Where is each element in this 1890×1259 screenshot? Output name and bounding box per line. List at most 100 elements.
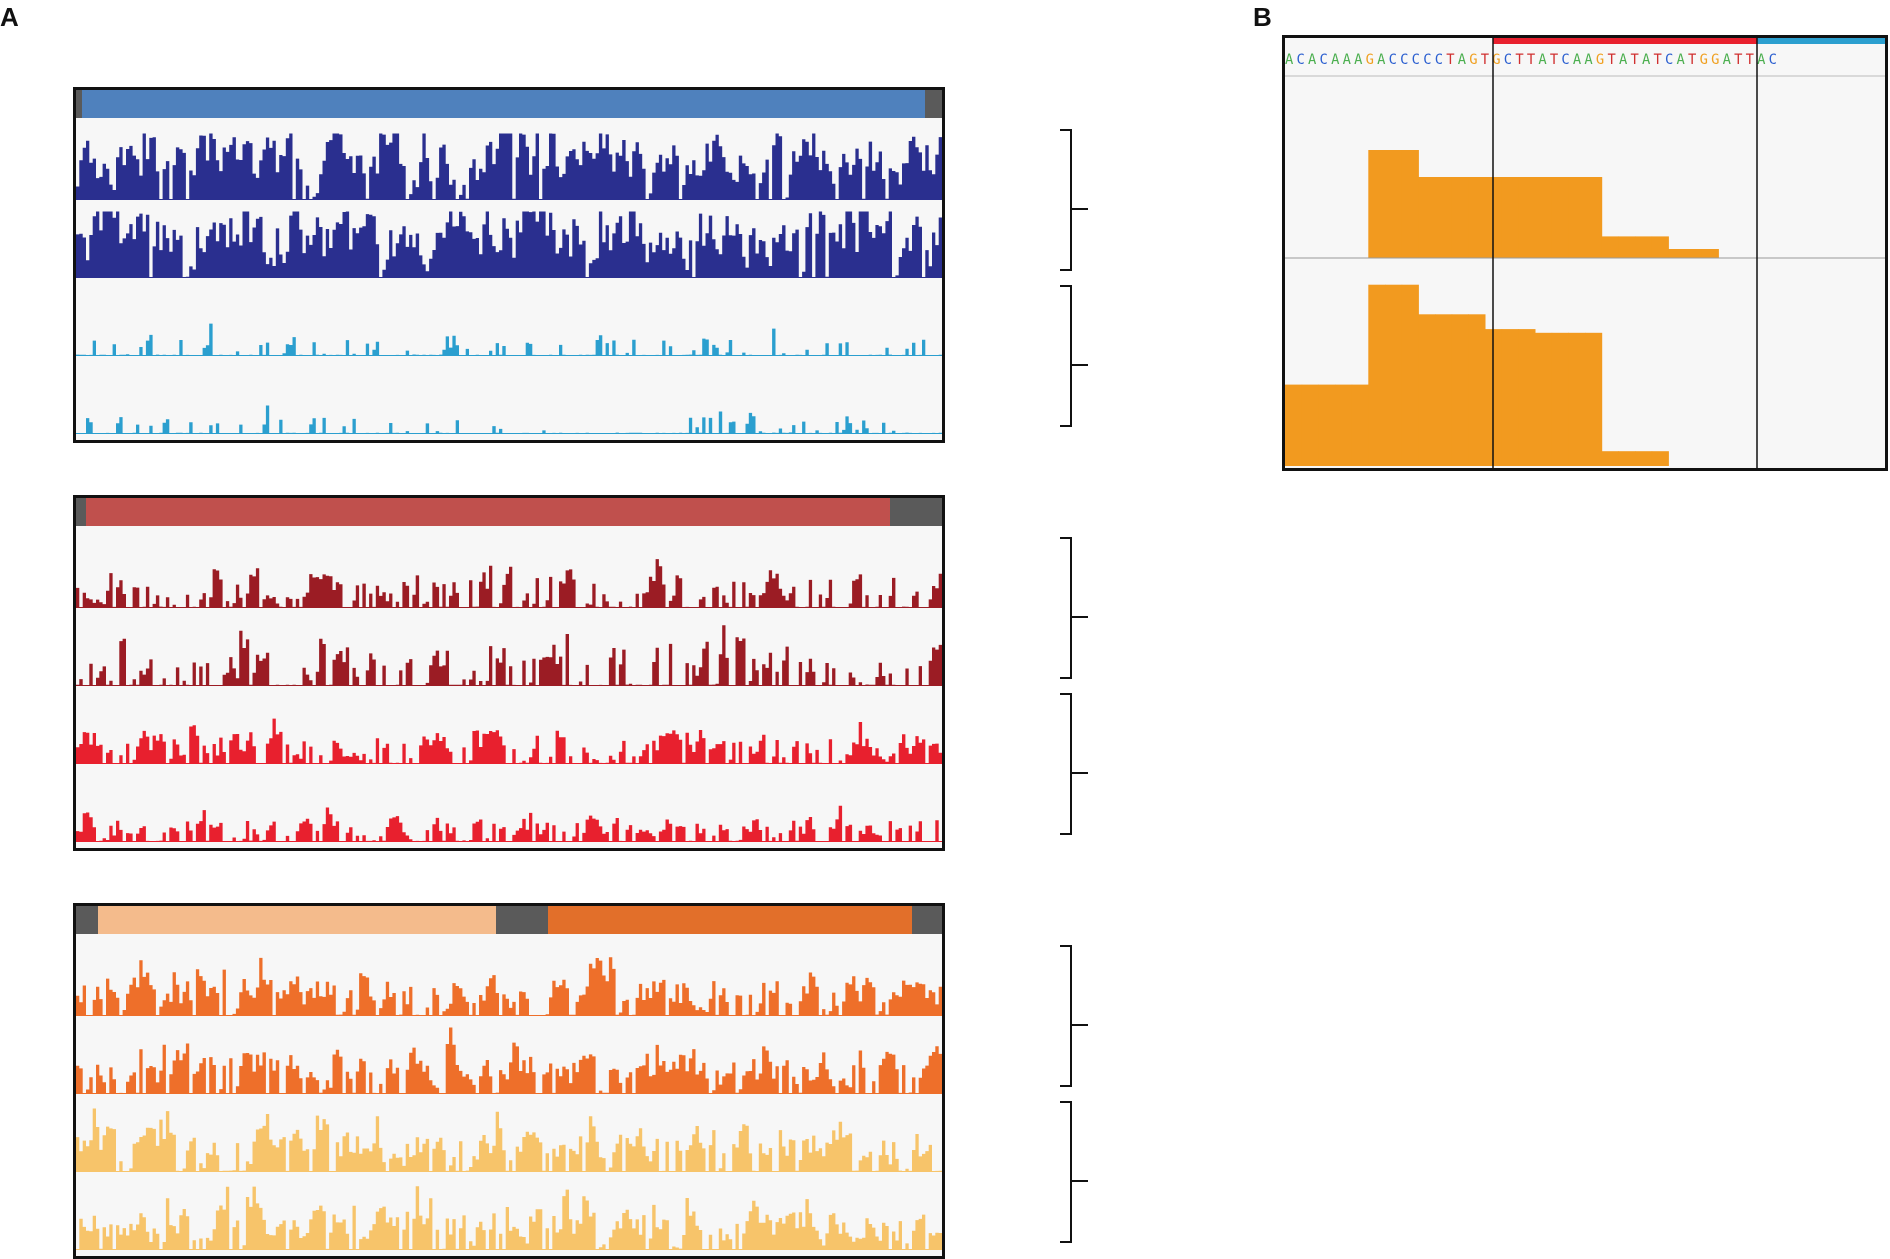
genome-coverage-bin xyxy=(1418,177,1436,258)
orf-m-orf xyxy=(86,498,891,526)
antigenome-coverage-bin xyxy=(1318,384,1336,466)
nucleotide: T xyxy=(1607,52,1619,68)
genome-coverage-bin xyxy=(1585,177,1603,258)
nucleotide: G xyxy=(1365,52,1378,68)
nucleotide: A xyxy=(1676,52,1689,68)
genome-coverage-bin xyxy=(1551,177,1569,258)
sequence-segment: AGTGCTTATCAAGTATATC xyxy=(1458,52,1677,68)
nucleotide: T xyxy=(1526,52,1539,68)
sequence-segment: ACACAAAGACCCCCT xyxy=(1285,52,1458,68)
coverage-area xyxy=(76,133,942,200)
coverage-area xyxy=(76,718,942,764)
coverage-track xyxy=(76,559,942,608)
nucleotide: G xyxy=(1469,52,1481,68)
nucleotide: C xyxy=(1319,52,1332,68)
track-box-m xyxy=(73,495,945,851)
nucleotide: G xyxy=(1699,52,1712,68)
nucleotide: A xyxy=(1342,52,1355,68)
downstream-region-bar xyxy=(1757,38,1885,44)
group-bracket xyxy=(1060,945,1072,1087)
bracket-tick xyxy=(1070,208,1088,210)
genome-coverage-bin xyxy=(1701,249,1719,258)
antigenome-coverage-bin xyxy=(1385,284,1403,466)
coverage-area xyxy=(76,1027,942,1094)
coverage-track xyxy=(76,957,942,1016)
antigenome-coverage-bin xyxy=(1451,314,1469,466)
coverage-track xyxy=(76,625,942,686)
genome-coverage-bin xyxy=(1685,249,1703,258)
nucleotide: T xyxy=(1745,52,1758,68)
genome-coverage-bin xyxy=(1468,177,1486,258)
coverage-area xyxy=(76,211,942,278)
coverage-area xyxy=(76,1186,942,1250)
panel-a-label: A xyxy=(0,2,19,32)
nucleotide: A xyxy=(1641,52,1654,68)
nucleotide: T xyxy=(1515,52,1527,68)
coverage-area xyxy=(76,805,942,842)
orf-l-orf xyxy=(82,90,925,118)
panel-b-coverage xyxy=(1285,38,1885,468)
group-bracket xyxy=(1060,537,1072,679)
nucleotide: G xyxy=(1711,52,1723,68)
bracket-tick xyxy=(1070,1180,1088,1182)
nucleotide: C xyxy=(1665,52,1677,68)
nucleotide: C xyxy=(1411,52,1424,68)
antigenome-coverage-bin xyxy=(1401,284,1419,466)
antigenome-coverage-bin xyxy=(1568,332,1586,466)
orf-region-bar xyxy=(1493,38,1757,44)
nucleotide: A xyxy=(1572,52,1585,68)
nucleotide: T xyxy=(1734,52,1746,68)
antigenome-coverage-bin xyxy=(1368,284,1386,466)
genome-coverage-bin xyxy=(1368,150,1386,258)
nucleotide: A xyxy=(1618,52,1631,68)
genome-coverage-bin xyxy=(1601,236,1619,258)
coverage-area xyxy=(76,559,942,608)
coverage-area xyxy=(76,625,942,686)
bracket-tick xyxy=(1070,616,1088,618)
antigenome-coverage-bin xyxy=(1468,314,1486,466)
coverage-track xyxy=(76,1186,942,1250)
nucleotide: C xyxy=(1388,52,1401,68)
genome-coverage-bin xyxy=(1635,236,1653,258)
coverage-track xyxy=(76,133,942,200)
coverage-track xyxy=(76,1108,942,1172)
antigenome-coverage-bin xyxy=(1435,314,1453,466)
nucleotide: C xyxy=(1434,52,1447,68)
genome-coverage-bin xyxy=(1535,177,1553,258)
sequence-segment: ATGGATTAC xyxy=(1677,52,1781,68)
antigenome-coverage-bin xyxy=(1635,451,1653,466)
nucleotide: T xyxy=(1653,52,1666,68)
nucleotide: A xyxy=(1308,52,1320,68)
orf-n-orf xyxy=(547,906,912,934)
orf-nss-orf xyxy=(97,906,496,934)
coverage-area xyxy=(76,323,942,356)
antigenome-coverage-bin xyxy=(1335,384,1353,466)
bracket-tick xyxy=(1070,364,1088,366)
panel-b-label: B xyxy=(1253,2,1272,32)
nucleotide: C xyxy=(1423,52,1435,68)
nucleotide: C xyxy=(1768,52,1781,68)
nucleotide: A xyxy=(1757,52,1769,68)
coverage-area xyxy=(76,957,942,1016)
coverage-track xyxy=(76,718,942,764)
group-bracket xyxy=(1060,693,1072,835)
coverage-track xyxy=(76,1027,942,1094)
nucleotide: G xyxy=(1595,52,1608,68)
nucleotide: T xyxy=(1480,52,1493,68)
coverage-track xyxy=(76,405,942,434)
nucleotide: T xyxy=(1446,52,1458,68)
reference-sequence-strip: ACACAAAGACCCCCTAGTGCTTATCAAGTATATCATGGAT… xyxy=(1285,52,1780,68)
panel-b-zoom-view: ACACAAAGACCCCCTAGTGCTTATCAAGTATATCATGGAT… xyxy=(1282,35,1888,471)
antigenome-coverage-bin xyxy=(1501,329,1519,466)
antigenome-coverage-bin xyxy=(1418,314,1436,466)
nucleotide: C xyxy=(1296,52,1309,68)
genome-coverage-bin xyxy=(1518,177,1536,258)
antigenome-coverage-bin xyxy=(1518,329,1536,466)
antigenome-coverage-bin xyxy=(1351,384,1369,466)
genome-coverage-bin xyxy=(1435,177,1453,258)
nucleotide: T xyxy=(1549,52,1562,68)
orf-bar xyxy=(76,90,942,118)
genome-coverage-bin xyxy=(1618,236,1636,258)
nucleotide: T xyxy=(1688,52,1700,68)
bracket-tick xyxy=(1070,772,1088,774)
